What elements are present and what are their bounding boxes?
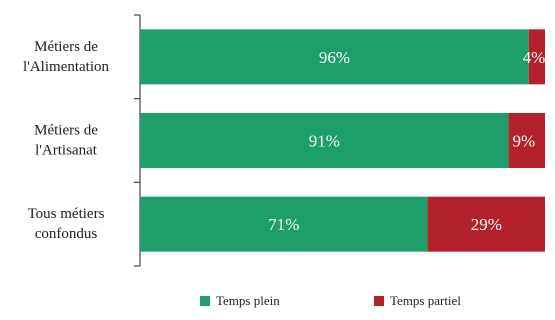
legend-label: Temps plein (216, 293, 280, 308)
bar-segment (140, 113, 509, 168)
bar-segment (528, 29, 545, 85)
data-label: 96% (319, 48, 350, 67)
data-label: 4% (523, 48, 546, 67)
bar-segment (140, 196, 428, 252)
data-label: 71% (268, 215, 299, 234)
category-label-line: Métiers de (34, 39, 98, 55)
bar-segment (427, 196, 545, 252)
category-axis (134, 14, 141, 267)
category-label: Métiers de l'Alimentation (23, 39, 110, 75)
category-label-line: confondus (35, 226, 98, 242)
category-label: Tous métiers confondus (28, 206, 105, 242)
category-label-line: Tous métiers (28, 206, 105, 222)
bar-segment (508, 113, 545, 168)
legend-swatch (200, 296, 210, 306)
data-label: 91% (309, 132, 340, 151)
category-label-line: l'Alimentation (23, 59, 110, 75)
legend: Temps plein Temps partiel (200, 293, 461, 308)
data-label: 29% (471, 215, 502, 234)
bar-segment (140, 29, 529, 85)
category-label-line: l'Artisanat (35, 143, 98, 159)
category-label: Métiers de l'Artisanat (34, 123, 98, 159)
bars-layer: 96% 4% 91% 9% 71% 29% (140, 29, 546, 252)
data-label: 9% (512, 132, 535, 151)
category-labels: Métiers de l'Alimentation Métiers de l'Arti… (23, 39, 110, 242)
legend-swatch (374, 296, 384, 306)
legend-label: Temps partiel (390, 293, 461, 308)
category-label-line: Métiers de (34, 123, 98, 139)
